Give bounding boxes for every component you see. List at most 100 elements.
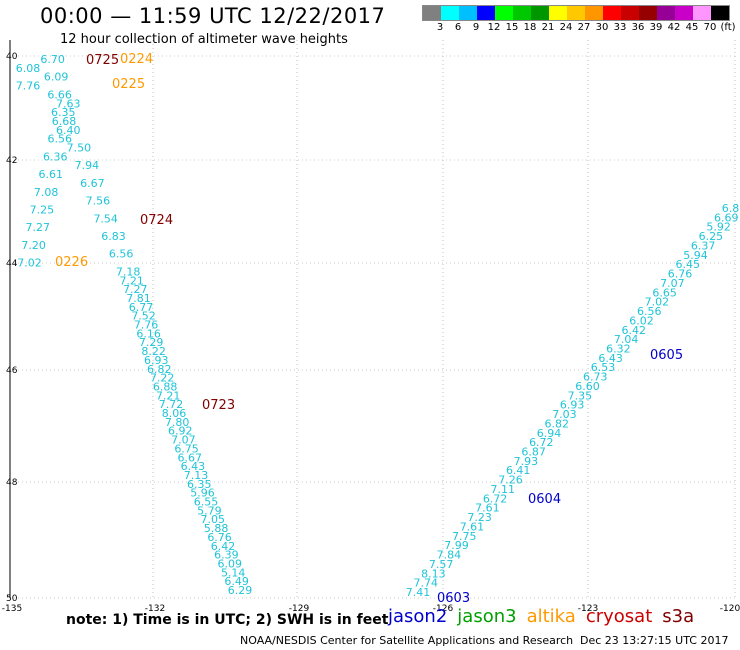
swh-value-label: 7.74 [413,577,438,590]
swh-value-label: 6.32 [606,342,631,355]
swh-value-label: 7.81 [126,292,151,305]
satellite-legend-cryosat: cryosat [585,606,653,627]
swh-value-label: 7.21 [156,389,181,402]
swh-value-label: 6.69 [714,211,739,224]
swh-value-label: 6.16 [136,327,161,340]
swh-value-label: 7.56 [86,195,111,208]
swh-value-label: 6.65 [652,286,677,299]
swh-value-label: 6.87 [521,446,546,459]
swh-value-label: 6.45 [676,258,701,271]
swh-value-label: 7.80 [165,416,190,429]
swh-value-label: 7.72 [159,398,184,411]
legend-tick-label: 33 [613,22,627,33]
swh-value-label: 5.88 [204,522,229,535]
footer-credit: NOAA/NESDIS Center for Satellite Applica… [240,634,574,647]
legend-tick-label: 70 [703,22,717,33]
swh-value-label: 6.70 [40,53,65,66]
lon-tick-label: -123 [578,604,598,614]
swh-value-label: 7.18 [116,265,141,278]
swh-value-label: 6.76 [207,531,232,544]
time-labels: 0725 0224 0225 0724 0226 0723 0605 0604 0603 [55,52,683,606]
swh-value-label: 6.67 [177,451,202,464]
page-subtitle: 12 hour collection of altimeter wave hei… [60,32,348,47]
swh-value-label: 7.08 [34,186,59,199]
swh-value-label: 7.29 [139,336,164,349]
swh-value-label: 7.94 [75,159,100,172]
legend-swatch [423,6,441,20]
swh-value-label: 7.61 [460,520,485,533]
swh-value-label: 6.66 [47,88,72,101]
swh-value-label: 6.40 [56,124,81,137]
swh-value-label: 6.73 [583,371,608,384]
page-title: 00:00 — 11:59 UTC 12/22/2017 [40,4,386,28]
color-legend-ticks: 3 6 9 12 15 18 21 24 27 30 33 36 39 42 45 70 (ft) [422,22,736,36]
footer-timestamp: Dec 23 13:27:15 UTC 2017 [580,634,729,647]
swh-value-label: 6.56 [109,248,134,261]
lon-tick-label: -132 [145,604,165,614]
legend-swatch [585,6,603,20]
color-legend-bar [422,5,730,21]
swh-value-label: 7.20 [21,239,46,252]
legend-swatch [657,6,675,20]
legend-swatch [675,6,693,20]
map-grid [9,40,738,599]
pass-time-label: 0604 [528,492,561,507]
legend-swatch [567,6,585,20]
legend-tick-label: 15 [505,22,519,33]
swh-value-label: 6.72 [483,492,508,505]
swh-value-label: 7.99 [444,539,469,552]
swh-value-label: 5.14 [221,566,246,579]
swh-value-label: 7.61 [475,502,500,515]
legend-swatch [513,6,531,20]
swh-value-label: 5.96 [190,487,215,500]
lon-tick-label: -126 [433,604,454,614]
pass-time-label: 0723 [202,398,235,413]
swh-value-label: 7.25 [30,203,55,216]
lat-tick-label: 40 [6,52,18,62]
swh-value-label: 6.35 [51,106,76,119]
lat-tick-label: 44 [6,259,18,269]
legend-swatch [459,6,477,20]
lat-tick-label: 48 [6,478,18,488]
satellite-legend-altika: altika [526,606,576,627]
footer-note: note: 1) Time is in UTC; 2) SWH is in fe… [66,612,389,628]
swh-value-label: 6.29 [228,584,253,597]
swh-value-label: 6.36 [43,150,68,163]
legend-tick-label: 9 [472,22,480,33]
swh-value-label: 6.93 [144,354,169,367]
swh-value-label: 5.92 [706,221,731,234]
satellite-legend-s3a: s3a [662,606,695,627]
satellite-legend-jason2: jason2 [388,606,448,627]
lat-tick-label: 42 [6,156,17,166]
lon-tick-label: -129 [289,604,310,614]
legend-tick-label: 21 [541,22,555,33]
swh-value-label: 7.21 [119,274,144,287]
satellite-legend-jason3: jason3 [457,606,517,627]
swh-value-label: 7.02 [17,257,42,270]
legend-tick-label: 30 [595,22,609,33]
swh-value-label: 6.61 [38,168,63,181]
swh-value-label: 6.25 [699,230,724,243]
swh-value-label: 5.94 [683,249,708,262]
legend-swatch [693,6,711,20]
swh-value-label: 7.54 [93,212,118,225]
swh-value-label: 6.67 [80,177,105,190]
legend-tick-label: 12 [487,22,501,33]
track-b: 7.417.748.137.577.847.997.757.617.237.61… [406,202,740,599]
pass-time-label: 0724 [140,213,173,228]
pass-time-label: 0605 [650,348,683,363]
swh-value-label: 6.56 [637,305,662,318]
legend-swatch [477,6,495,20]
legend-swatch [531,6,549,20]
swh-value-label: 7.75 [452,530,477,543]
swh-value-label: 6.49 [224,575,249,588]
legend-tick-label: 3 [436,22,444,33]
axis-labels: -135 -132 -129 -126 -123 -120 40 42 44 46 48 50 [2,52,740,614]
swh-value-label: 7.23 [467,511,492,524]
legend-swatch [621,6,639,20]
swh-value-label: 6.02 [629,314,654,327]
swh-value-label: 6.93 [560,399,585,412]
swh-value-label: 6.35 [187,478,212,491]
swh-value-label: 8.06 [162,407,187,420]
